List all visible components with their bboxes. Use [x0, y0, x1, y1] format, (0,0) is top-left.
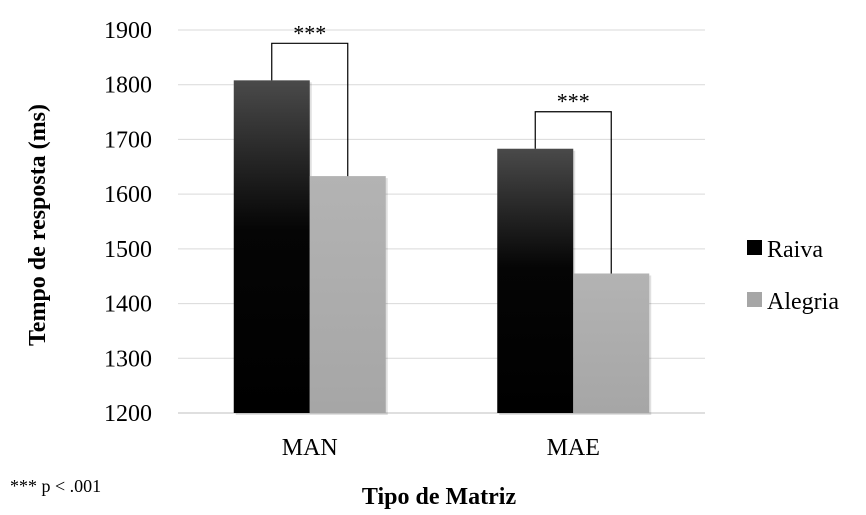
y-tick-label: 1900 — [104, 18, 152, 44]
x-axis-categories: MAN MAE — [282, 435, 600, 461]
y-tick-label: 1800 — [104, 73, 152, 99]
x-axis-title: Tipo de Matriz — [362, 484, 517, 510]
significance-label: *** — [557, 89, 590, 114]
y-tick-label: 1600 — [104, 182, 152, 208]
y-tick-label: 1400 — [104, 292, 152, 318]
x-category-label: MAN — [282, 435, 338, 461]
y-tick-label: 1200 — [104, 401, 152, 427]
bar-alegria-mae — [573, 273, 650, 413]
y-axis-ticks: 1200 1300 1400 1500 1600 1700 1800 1900 — [104, 18, 152, 427]
footnote: *** p < .001 — [10, 476, 101, 496]
y-axis-title: Tempo de resposta (ms) — [25, 104, 51, 346]
legend-label-raiva: Raiva — [767, 237, 823, 263]
legend-label-alegria: Alegria — [767, 289, 839, 315]
bar-alegria-man — [309, 176, 386, 413]
significance-bracket — [534, 111, 612, 274]
bar-raiva-man — [233, 80, 310, 413]
bars — [233, 80, 652, 416]
y-tick-label: 1300 — [104, 346, 152, 372]
legend: Raiva Alegria — [747, 237, 839, 315]
legend-swatch-raiva — [747, 240, 762, 255]
legend-swatch-alegria — [747, 292, 762, 307]
bar-raiva-mae — [497, 148, 574, 414]
y-tick-label: 1700 — [104, 127, 152, 153]
significance-label: *** — [293, 20, 326, 45]
significance-brackets: *** *** — [271, 20, 612, 274]
x-category-label: MAE — [547, 435, 600, 461]
y-tick-label: 1500 — [104, 237, 152, 263]
significance-bracket — [271, 42, 349, 177]
